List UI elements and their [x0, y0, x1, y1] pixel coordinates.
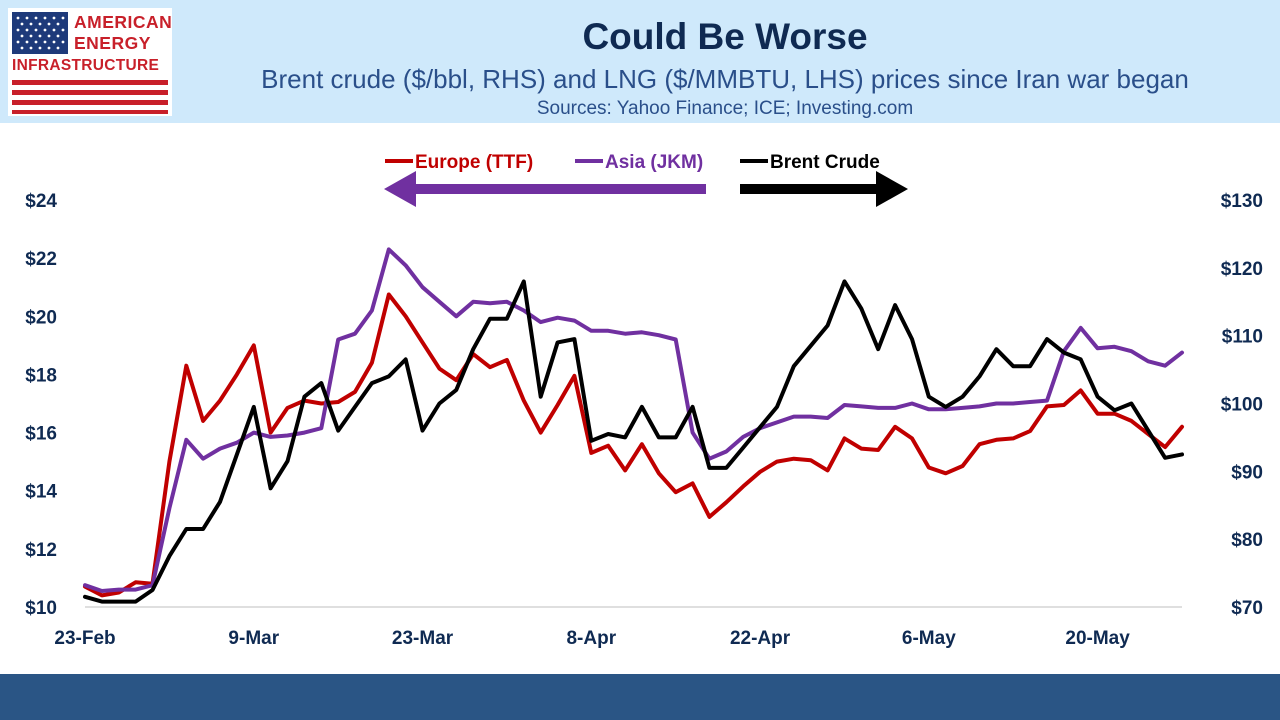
y-left-tick-label: $22 — [25, 249, 57, 270]
flag-icon — [12, 12, 168, 114]
legend-label-brent-crude: Brent Crude — [770, 152, 880, 173]
x-tick-label: 9-Mar — [228, 628, 279, 649]
y-right-tick-label: $100 — [1221, 395, 1263, 416]
y-left-tick-label: $10 — [25, 598, 57, 619]
y-left-tick-label: $12 — [25, 540, 57, 561]
y-right-tick-label: $120 — [1221, 259, 1263, 280]
right-axis-arrow-icon — [740, 171, 908, 207]
legend-label-asia-jkm: Asia (JKM) — [605, 152, 703, 173]
footer-band — [0, 674, 1280, 720]
y-left-tick-label: $14 — [25, 482, 57, 503]
y-right-tick-label: $70 — [1231, 598, 1263, 619]
logo-text-american: AMERICAN — [74, 12, 173, 32]
left-axis-arrow-icon — [384, 171, 706, 207]
x-tick-label: 23-Feb — [54, 628, 115, 649]
y-right-tick-label: $130 — [1221, 191, 1263, 212]
y-left-tick-label: $20 — [25, 307, 57, 328]
x-tick-label: 20-May — [1065, 628, 1130, 649]
y-left-tick-label: $24 — [25, 191, 57, 212]
y-right-tick-label: $110 — [1222, 327, 1263, 348]
logo-text-infrastructure: INFRASTRUCTURE — [12, 57, 160, 74]
series-line-europe-ttf — [83, 292, 1184, 598]
x-tick-label: 6-May — [902, 628, 956, 649]
y-left-tick-label: $16 — [25, 424, 57, 445]
header-band — [0, 0, 1280, 123]
chart-sources: Sources: Yahoo Finance; ICE; Investing.c… — [536, 98, 914, 119]
chart-subtitle: Brent crude ($/bbl, RHS) and LNG ($/MMBT… — [261, 64, 1189, 94]
x-tick-label: 23-Mar — [392, 628, 454, 649]
logo-text-energy: ENERGY — [74, 33, 151, 53]
legend-label-europe-ttf: Europe (TTF) — [415, 152, 533, 173]
x-tick-label: 8-Apr — [566, 628, 616, 649]
x-tick-label: 22-Apr — [730, 628, 791, 649]
y-right-tick-label: $80 — [1231, 530, 1263, 551]
y-right-tick-label: $90 — [1231, 462, 1263, 483]
chart-title: Could Be Worse — [582, 16, 868, 57]
company-logo: AMERICAN ENERGY INFRASTRUCTURE — [8, 8, 172, 116]
line-chart: $10 $12 $14 $16 $18 $20 $22 $24 $70 $80 $90 $100 $11… — [25, 152, 1263, 649]
series-line-asia-jkm — [83, 247, 1184, 593]
series-line-brent-crude — [83, 279, 1184, 604]
y-left-tick-label: $18 — [25, 365, 57, 386]
